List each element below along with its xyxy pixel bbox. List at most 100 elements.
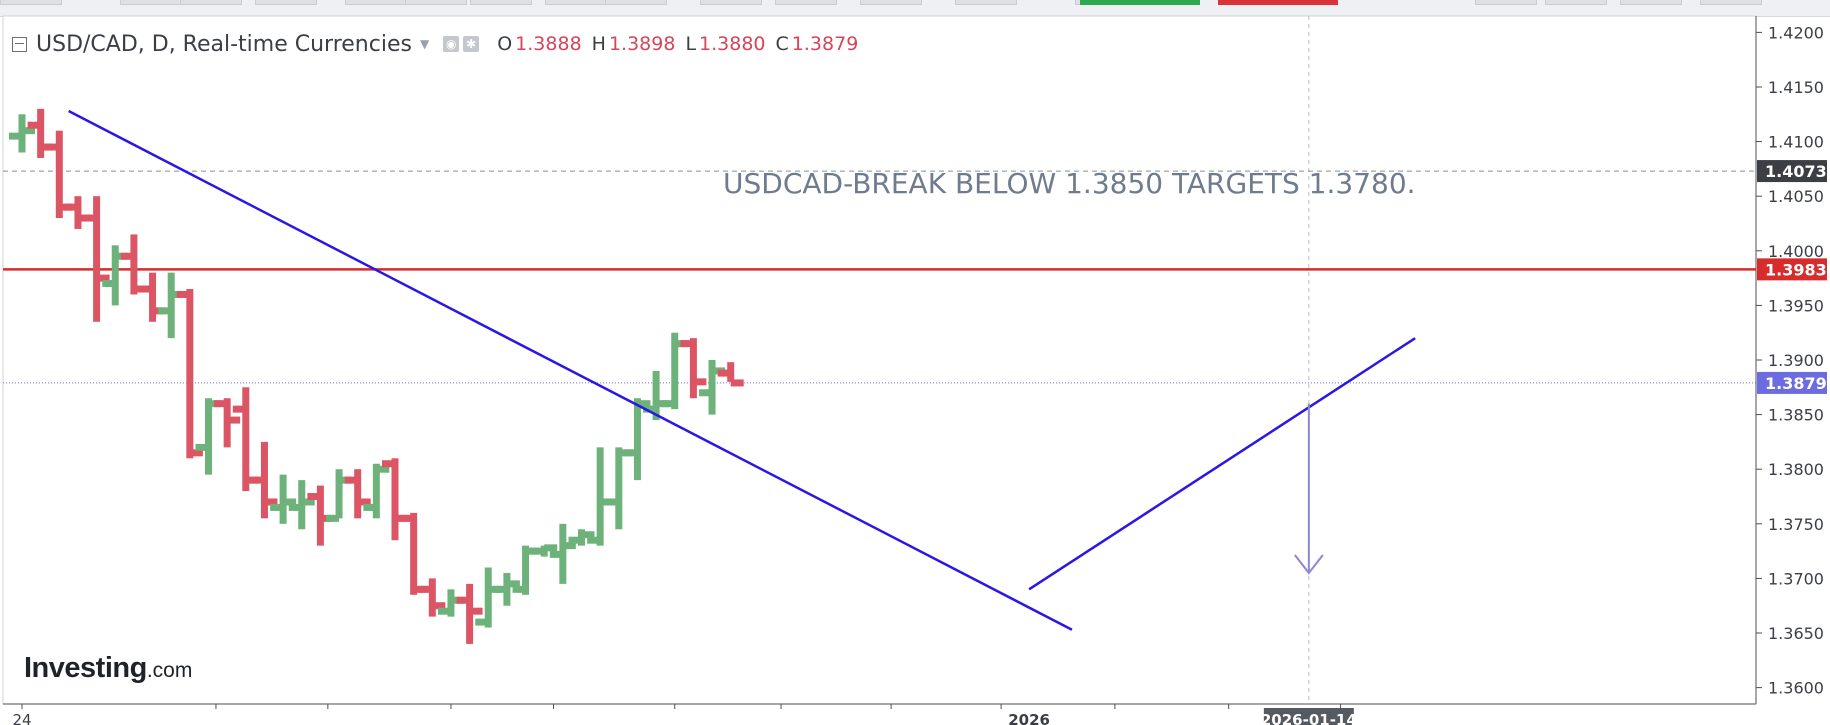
- bar-close-tick: [506, 580, 520, 588]
- bar-range: [205, 398, 212, 475]
- ohlc-bar: [549, 523, 576, 584]
- toolbar-button[interactable]: [470, 0, 532, 5]
- bar-open-tick: [64, 203, 78, 211]
- bar-open-tick: [549, 550, 563, 558]
- bar-close-tick: [22, 127, 35, 135]
- trendline: [1028, 337, 1416, 591]
- toolbar-button[interactable]: [180, 0, 242, 5]
- price-label-box: [1757, 160, 1827, 183]
- bar-range: [689, 338, 697, 399]
- bar-open-tick: [83, 214, 97, 222]
- y-tick-label: 1.3750: [1768, 515, 1824, 534]
- bar-close-tick: [562, 542, 576, 550]
- y-tick-label: 1.4050: [1768, 187, 1824, 206]
- bar-range: [615, 447, 623, 530]
- open-label: O: [497, 33, 513, 55]
- bar-close-tick: [227, 416, 241, 424]
- ohlc-bar: [214, 398, 241, 448]
- ohlc-bar: [176, 289, 203, 459]
- bar-open-tick: [9, 132, 22, 140]
- plot-area: [2, 15, 1757, 705]
- bar-open-tick: [195, 443, 209, 451]
- price-label-box: [1757, 258, 1827, 281]
- price-lines-layer: [3, 170, 1756, 384]
- visibility-icon[interactable]: ◉: [443, 36, 460, 52]
- target-arrow-head: [1294, 554, 1324, 575]
- symbol-label[interactable]: USD/CAD, D, Real-time Currencies: [36, 31, 412, 57]
- bar-close-tick: [264, 498, 278, 506]
- y-tick-label: 1.4200: [1768, 23, 1824, 42]
- ohlc-bar: [9, 114, 35, 153]
- grid-layer: [2, 15, 1757, 705]
- bar-range: [335, 469, 343, 519]
- y-tick-label: 1.3900: [1768, 351, 1824, 370]
- bar-close-tick: [544, 544, 558, 552]
- y-tick-label: 1.3650: [1768, 624, 1824, 643]
- bar-range: [149, 272, 157, 322]
- bar-open-tick: [475, 618, 489, 626]
- y-tick-label: 1.3950: [1768, 296, 1824, 315]
- bar-open-tick: [326, 514, 340, 522]
- bar-close-tick: [693, 378, 707, 386]
- sell-button[interactable]: [1218, 0, 1338, 5]
- buy-button[interactable]: [1080, 0, 1200, 5]
- chart-title: USDCAD-BREAK BELOW 1.3850 TARGETS 1.3780…: [723, 167, 1416, 200]
- bar-open-tick: [102, 280, 116, 288]
- bar-close-tick: [432, 602, 446, 610]
- bar-range: [167, 272, 175, 339]
- toolbar-button[interactable]: [1475, 0, 1537, 5]
- toolbar-button[interactable]: [255, 0, 317, 5]
- settings-icon[interactable]: ✱: [463, 36, 480, 52]
- ohlc-bar: [83, 196, 110, 322]
- toolbar-button[interactable]: [700, 0, 762, 5]
- ohlc-bar: [251, 441, 278, 519]
- bar-open-tick: [232, 405, 246, 413]
- toolbar-button[interactable]: [605, 0, 667, 5]
- collapse-legend-icon[interactable]: [12, 36, 27, 52]
- price-axis: 1.4200 1.4150 1.4100 1.4050 1.4000 1.3950 1.39…: [1755, 16, 1827, 704]
- bar-range: [37, 108, 45, 158]
- bar-range: [596, 447, 604, 546]
- dropdown-caret-icon[interactable]: ▼: [419, 37, 430, 51]
- bar-range: [186, 289, 194, 459]
- ohlc-bar: [680, 338, 707, 399]
- bar-range: [391, 458, 399, 541]
- toolbar-button[interactable]: [775, 0, 837, 5]
- bar-open-tick: [400, 514, 414, 522]
- bar-open-tick: [139, 285, 153, 293]
- high-value: 1.3898: [608, 33, 676, 55]
- toolbar-button[interactable]: [405, 0, 467, 5]
- bar-open-tick: [643, 405, 657, 413]
- bar-open-tick: [624, 449, 638, 457]
- ohlc-bar: [624, 398, 651, 481]
- bar-open-tick: [512, 585, 526, 593]
- toolbar-button[interactable]: [1700, 0, 1762, 5]
- bar-open-tick: [158, 307, 172, 315]
- bar-open-tick: [699, 389, 713, 397]
- bar-open-tick: [46, 143, 60, 151]
- toolbar-button[interactable]: [860, 0, 922, 5]
- bar-close-tick: [357, 498, 371, 506]
- bar-open-tick: [307, 493, 321, 501]
- bar-close-tick: [469, 607, 483, 615]
- bar-close-tick: [189, 449, 203, 457]
- toolbar-button[interactable]: [0, 0, 62, 5]
- bar-range: [522, 545, 530, 595]
- bar-close-tick: [96, 274, 110, 282]
- ohlc-bar: [493, 572, 520, 606]
- bar-open-tick: [493, 585, 507, 593]
- x-tick-label: 24: [12, 711, 31, 725]
- bar-open-tick: [717, 369, 731, 377]
- ohlc-bar: [419, 578, 446, 617]
- bar-close-tick: [301, 498, 315, 506]
- ohlc-bar: [363, 463, 390, 519]
- bar-range: [484, 567, 492, 628]
- toolbar-button[interactable]: [955, 0, 1017, 5]
- bar-open-tick: [27, 121, 41, 129]
- bar-close-tick: [637, 400, 651, 408]
- bar-open-tick: [251, 476, 265, 484]
- toolbar-button[interactable]: [1620, 0, 1682, 5]
- low-value: 1.3880: [699, 33, 766, 55]
- toolbar-button[interactable]: [1545, 0, 1607, 5]
- bar-open-tick: [288, 503, 302, 511]
